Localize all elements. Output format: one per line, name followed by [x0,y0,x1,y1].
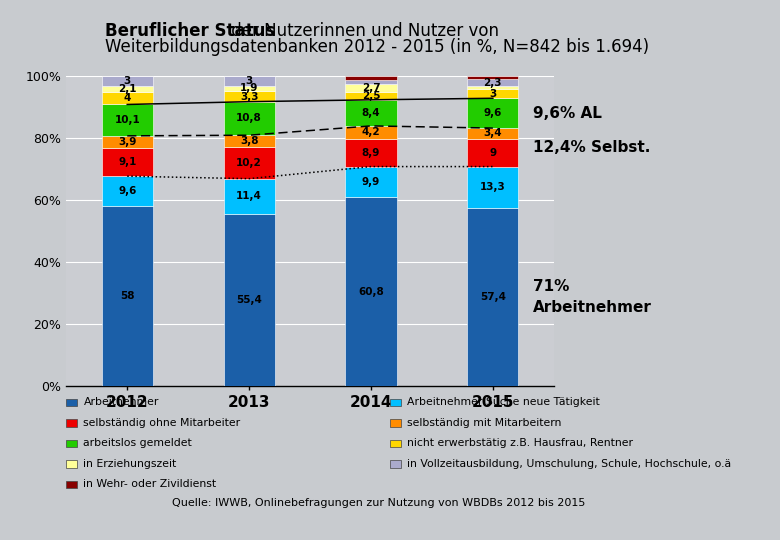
Text: 9,6% AL: 9,6% AL [533,106,602,120]
Text: 3,8: 3,8 [240,136,258,146]
Bar [346,92,396,100]
Bar [467,128,519,139]
Text: 8,9: 8,9 [362,148,380,158]
Text: 9,9: 9,9 [362,177,380,187]
Text: in Erziehungszeit: in Erziehungszeit [83,459,177,469]
Text: 2,5: 2,5 [362,91,380,101]
Bar [346,197,396,386]
Bar [467,166,519,208]
Bar [346,84,396,92]
Text: 8,4: 8,4 [362,108,381,118]
Text: 10,8: 10,8 [236,113,262,124]
Text: Arbeitnehmer Suche neue Tätigkeit: Arbeitnehmer Suche neue Tätigkeit [407,397,600,407]
Text: 58: 58 [120,291,134,301]
Bar [467,139,519,166]
Text: 1,9: 1,9 [240,84,258,93]
Bar [224,147,275,179]
Text: 10,2: 10,2 [236,158,262,168]
Bar [467,86,519,89]
Text: 12,4% Selbst.: 12,4% Selbst. [533,140,651,155]
Bar [224,179,275,214]
Bar [101,76,153,85]
Text: 9,6: 9,6 [118,186,136,196]
Bar [346,100,396,126]
Text: 13,3: 13,3 [480,182,505,192]
Text: Arbeitnehmer: Arbeitnehmer [83,397,159,407]
Text: der Nutzerinnen und Nutzer von: der Nutzerinnen und Nutzer von [226,22,499,39]
Text: 3,3: 3,3 [240,92,258,102]
Text: 4,2: 4,2 [362,127,381,137]
Bar [467,79,519,86]
Bar [101,104,153,136]
Bar [101,85,153,92]
Text: 11,4: 11,4 [236,191,262,201]
Text: 2,7: 2,7 [362,83,381,93]
Bar [101,176,153,206]
Text: nicht erwerbstätig z.B. Hausfrau, Rentner: nicht erwerbstätig z.B. Hausfrau, Rentne… [407,438,633,448]
Bar [224,214,275,386]
Bar [467,89,519,98]
Text: in Wehr- oder Zivildienst: in Wehr- oder Zivildienst [83,480,217,489]
Bar [101,206,153,386]
Text: Beruflicher Status: Beruflicher Status [105,22,275,39]
Bar [467,98,519,128]
Text: 3: 3 [123,76,131,86]
Text: 71%
Arbeitnehmer: 71% Arbeitnehmer [533,279,652,315]
Bar [224,76,275,85]
Text: 4: 4 [123,93,131,103]
Text: 57,4: 57,4 [480,292,506,302]
Text: Quelle: IWWB, Onlinebefragungen zur Nutzung von WBDBs 2012 bis 2015: Quelle: IWWB, Onlinebefragungen zur Nutz… [172,498,585,508]
Text: Weiterbildungsdatenbanken 2012 - 2015 (in %, N=842 bis 1.694): Weiterbildungsdatenbanken 2012 - 2015 (i… [105,38,650,56]
Text: 3: 3 [246,76,253,86]
Bar [224,135,275,147]
Text: 3: 3 [489,89,497,99]
Text: 60,8: 60,8 [358,287,384,296]
Bar [467,208,519,386]
Bar [101,148,153,176]
Bar [346,139,396,166]
Text: 9: 9 [489,147,496,158]
Bar [224,102,275,135]
Bar [346,126,396,139]
Bar [467,76,519,79]
Bar [224,85,275,91]
Text: 2,3: 2,3 [484,78,502,87]
Bar [346,79,396,84]
Text: 9,1: 9,1 [118,157,136,167]
Text: 3,9: 3,9 [118,137,136,147]
Text: selbständig mit Mitarbeitern: selbständig mit Mitarbeitern [407,418,562,428]
Text: arbeitslos gemeldet: arbeitslos gemeldet [83,438,192,448]
Bar [346,76,396,79]
Bar [101,92,153,104]
Text: 9,6: 9,6 [484,108,502,118]
Text: 55,4: 55,4 [236,295,262,305]
Text: 3,4: 3,4 [484,129,502,138]
Bar [346,166,396,197]
Text: in Vollzeitausbildung, Umschulung, Schule, Hochschule, o.ä: in Vollzeitausbildung, Umschulung, Schul… [407,459,732,469]
Text: 2,1: 2,1 [118,84,136,94]
Bar [224,91,275,102]
Text: selbständig ohne Mitarbeiter: selbständig ohne Mitarbeiter [83,418,240,428]
Text: 10,1: 10,1 [115,115,140,125]
Bar [101,136,153,148]
